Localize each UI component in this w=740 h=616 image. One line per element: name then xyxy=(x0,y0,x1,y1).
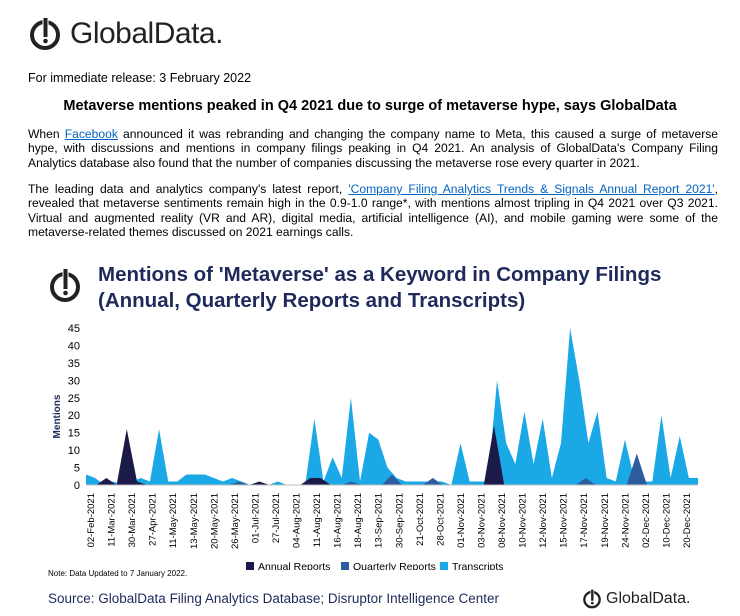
globaldata-mark-icon xyxy=(50,269,80,302)
paragraph-1-post: announced it was rebranding and changing… xyxy=(28,127,718,170)
x-tick-label: 10-Nov-2021 xyxy=(518,493,529,548)
y-tick-label: 25 xyxy=(68,393,80,405)
series-area-1 xyxy=(86,453,698,485)
facebook-link[interactable]: Facebook xyxy=(64,127,118,141)
headline: Metaverse mentions peaked in Q4 2021 due… xyxy=(63,98,677,114)
chart-title-line-2: (Annual, Quarterly Reports and Transcrip… xyxy=(98,289,526,312)
x-tick-label: 01-Nov-2021 xyxy=(456,493,467,548)
x-tick-label: 21-Oct-2021 xyxy=(415,493,426,546)
paragraph-1-pre: When xyxy=(28,127,65,141)
legend-item-0: Annual Reports xyxy=(246,561,330,570)
y-tick-label: 30 xyxy=(68,375,80,387)
y-tick-label: 0 xyxy=(74,480,80,492)
y-tick-label: 5 xyxy=(74,463,80,475)
x-tick-label: 10-Dec-2021 xyxy=(661,493,672,548)
y-tick-label: 10 xyxy=(68,445,80,457)
chart-title-line-1: Mentions of 'Metaverse' as a Keyword in … xyxy=(98,263,662,286)
x-tick-label: 15-Nov-2021 xyxy=(559,493,570,548)
x-tick-label: 27-Apr-2021 xyxy=(148,493,159,546)
paragraph-2-post: , revealed that metaverse sentiments rem… xyxy=(28,182,718,239)
legend-swatch xyxy=(341,562,349,570)
y-tick-label: 15 xyxy=(68,428,80,440)
x-tick-label: 11-May-2021 xyxy=(168,493,179,548)
x-tick-label: 26-May-2021 xyxy=(230,493,241,549)
release-date: For immediate release: 3 February 2022 xyxy=(28,71,252,85)
paragraph-2: The leading data and analytics company's… xyxy=(28,182,718,239)
brand-name: GlobalData. xyxy=(70,17,223,50)
x-tick-label: 02-Dec-2021 xyxy=(641,493,652,548)
y-axis-label: Mentions xyxy=(52,394,63,438)
mentions-chart: 0 5 10 15 20 25 30 35 40 45 Mentions 02-Feb-2021 11-… xyxy=(52,323,698,570)
x-tick-label: 30-Sep-2021 xyxy=(394,493,405,548)
report-link[interactable]: 'Company Filing Analytics Trends & Signa… xyxy=(348,182,715,196)
x-tick-label: 11-Mar-2021 xyxy=(107,493,118,547)
brand-name-footer: GlobalData. xyxy=(606,590,691,607)
legend-item-2: Transcripts xyxy=(440,561,504,570)
x-tick-label: 13-Sep-2021 xyxy=(374,493,385,548)
x-tick-label: 04-Aug-2021 xyxy=(292,493,303,548)
x-tick-label: 30-Mar-2021 xyxy=(127,493,138,547)
x-tick-label: 20-Dec-2021 xyxy=(682,493,693,548)
series-area-2 xyxy=(86,328,698,485)
x-tick-label: 08-Nov-2021 xyxy=(497,493,508,548)
y-tick-label: 20 xyxy=(68,410,80,422)
x-tick-label: 17-Nov-2021 xyxy=(579,493,590,548)
chart-logo xyxy=(48,266,82,309)
chart-source: Source: GlobalData Filing Analytics Data… xyxy=(48,591,499,606)
legend-item-1: Quarterly Reports xyxy=(341,561,436,570)
x-tick-label: 12-Nov-2021 xyxy=(538,493,549,548)
x-tick-label: 27-Jul-2021 xyxy=(271,493,282,543)
x-tick-label: 19-Nov-2021 xyxy=(600,493,611,548)
globaldata-mark-icon xyxy=(30,18,60,50)
globaldata-mark-icon xyxy=(583,589,601,609)
chart-title: Mentions of 'Metaverse' as a Keyword in … xyxy=(98,262,718,314)
paragraph-2-pre: The leading data and analytics company's… xyxy=(28,182,349,196)
x-tick-label: 11-Aug-2021 xyxy=(312,493,323,547)
y-tick-label: 45 xyxy=(68,323,80,335)
x-tick-label: 02-Feb-2021 xyxy=(86,493,97,547)
legend-label: Quarterly Reports xyxy=(353,561,436,570)
x-tick-label: 24-Nov-2021 xyxy=(620,493,631,548)
y-tick-label: 35 xyxy=(68,358,80,370)
chart-note: Note: Data Updated to 7 January 2022. xyxy=(48,569,188,578)
globaldata-logo-footer: GlobalData. xyxy=(582,588,691,610)
x-tick-label: 16-Aug-2021 xyxy=(333,493,344,548)
legend-label: Transcripts xyxy=(452,561,504,570)
legend-swatch xyxy=(440,562,448,570)
x-tick-label: 03-Nov-2021 xyxy=(477,493,488,548)
x-tick-label: 01-Jul-2021 xyxy=(250,493,261,543)
x-tick-label: 20-May-2021 xyxy=(209,493,220,549)
x-tick-label: 13-May-2021 xyxy=(189,493,200,549)
legend-swatch xyxy=(246,562,254,570)
x-tick-label: 18-Aug-2021 xyxy=(353,493,364,548)
x-tick-label: 28-Oct-2021 xyxy=(435,493,446,546)
paragraph-1: When Facebook announced it was rebrandin… xyxy=(28,127,718,170)
globaldata-logo: GlobalData. xyxy=(28,16,223,52)
legend-label: Annual Reports xyxy=(258,561,330,570)
y-tick-label: 40 xyxy=(68,340,80,352)
